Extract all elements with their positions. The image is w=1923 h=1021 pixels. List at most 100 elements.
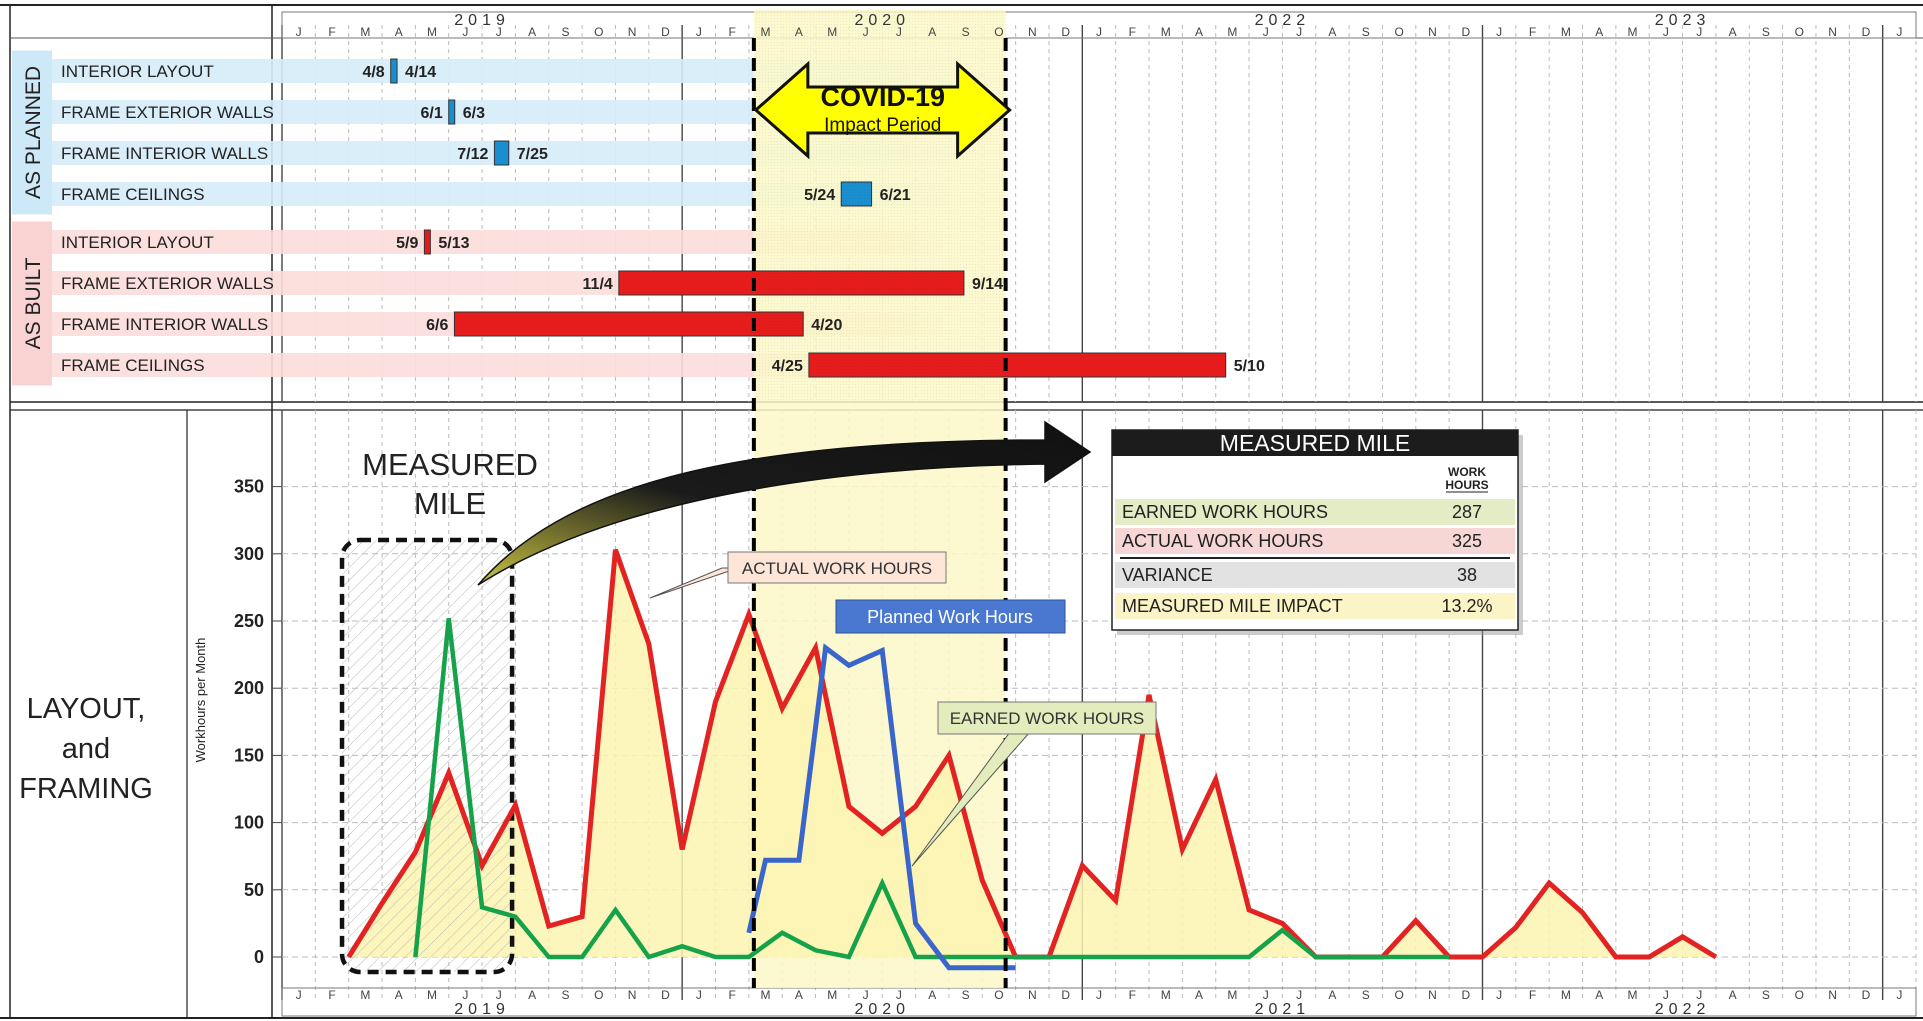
- month-letter: S: [962, 988, 970, 1002]
- month-letter: F: [1529, 988, 1536, 1002]
- month-letter: J: [1663, 25, 1669, 39]
- month-letter: A: [1729, 25, 1737, 39]
- month-letter: N: [1428, 988, 1437, 1002]
- bar-start-label: 4/8: [362, 64, 384, 81]
- covid-subtitle: Impact Period: [824, 115, 941, 136]
- month-letter: J: [1696, 988, 1702, 1002]
- top-axis-box: [281, 11, 1917, 39]
- actual-callout-box: [727, 551, 947, 584]
- month-letter: A: [395, 25, 403, 39]
- month-letter: J: [696, 988, 702, 1002]
- month-letter: A: [1328, 988, 1336, 1002]
- bar-end-label: 4/20: [811, 317, 842, 334]
- table-row-value: 325: [1452, 531, 1482, 551]
- month-letter: M: [1628, 25, 1638, 39]
- month-letter: J: [863, 988, 869, 1002]
- bar-end-label: 6/3: [463, 105, 485, 122]
- month-letter: D: [1061, 25, 1070, 39]
- month-letter: A: [795, 25, 803, 39]
- month-letter: J: [1663, 988, 1669, 1002]
- month-letter: F: [1529, 25, 1536, 39]
- bar-start-label: 6/1: [420, 105, 442, 122]
- table-row-value: 13.2%: [1441, 596, 1492, 616]
- earned-callout-text: EARNED WORK HOURS: [950, 709, 1145, 728]
- measured-mile-label: MILE: [414, 486, 486, 521]
- measured-mile-box: [339, 537, 515, 975]
- side-label: LAYOUT,: [27, 693, 146, 725]
- bar-start-label: 5/9: [396, 235, 418, 252]
- month-letter: N: [1828, 25, 1837, 39]
- y-tick-label: 50: [244, 880, 264, 900]
- bar-end-label: 5/10: [1234, 358, 1265, 375]
- month-letter: J: [462, 988, 468, 1002]
- month-letter: O: [994, 25, 1003, 39]
- y-tick-label: 250: [234, 611, 264, 631]
- gantt-bar: [390, 58, 398, 84]
- y-tick-label: 100: [234, 813, 264, 833]
- table-row-label: ACTUAL WORK HOURS: [1122, 531, 1323, 551]
- month-letter: O: [1394, 25, 1403, 39]
- month-letter: S: [561, 25, 569, 39]
- planned-callout-box: [835, 599, 1066, 634]
- covid-title: COVID-19: [820, 82, 945, 112]
- task-name: FRAME INTERIOR WALLS: [61, 315, 268, 334]
- month-letter: M: [427, 25, 437, 39]
- year-label: 2020: [854, 1001, 910, 1018]
- y-tick-label: 300: [234, 544, 264, 564]
- month-letter: M: [1161, 25, 1171, 39]
- table-title-bar: [1112, 430, 1518, 456]
- month-letter: J: [296, 25, 302, 39]
- month-letter: M: [1628, 988, 1638, 1002]
- month-letter: N: [628, 25, 637, 39]
- month-letter: D: [1862, 25, 1871, 39]
- year-label: 2022: [1655, 1001, 1711, 1018]
- measured-mile-label: MEASURED: [362, 447, 538, 482]
- table-row-value: 287: [1452, 502, 1482, 522]
- month-letter: J: [496, 988, 502, 1002]
- month-letter: A: [528, 988, 536, 1002]
- month-letter: N: [1028, 988, 1037, 1002]
- gantt-bar: [493, 140, 510, 166]
- task-name: FRAME EXTERIOR WALLS: [61, 274, 274, 293]
- month-letter: J: [896, 988, 902, 1002]
- covid-dot-overlay: [753, 10, 1006, 402]
- month-letter: M: [761, 988, 771, 1002]
- actual-callout-text: ACTUAL WORK HOURS: [742, 559, 932, 578]
- table-title: MEASURED MILE: [1220, 430, 1410, 456]
- month-letter: S: [962, 25, 970, 39]
- month-letter: D: [1061, 988, 1070, 1002]
- bar-end-label: 5/13: [438, 235, 469, 252]
- month-letter: J: [1096, 25, 1102, 39]
- table-row-value: 38: [1457, 565, 1477, 585]
- month-letter: M: [427, 988, 437, 1002]
- gantt-bar: [448, 99, 456, 125]
- y-tick-label: 200: [234, 678, 264, 698]
- month-letter: S: [1762, 988, 1770, 1002]
- month-letter: A: [528, 25, 536, 39]
- month-letter: A: [1195, 988, 1203, 1002]
- chart-overlay: [477, 38, 1523, 988]
- month-letter: M: [360, 988, 370, 1002]
- month-letter: F: [1129, 25, 1136, 39]
- month-letter: A: [1595, 25, 1603, 39]
- table-row-bg: [1115, 528, 1515, 554]
- year-label: 2020: [854, 12, 910, 29]
- month-letter: S: [1362, 988, 1370, 1002]
- month-letter: O: [1394, 988, 1403, 1002]
- month-letter: D: [661, 988, 670, 1002]
- month-letter: J: [496, 25, 502, 39]
- task-name: FRAME CEILINGS: [61, 185, 205, 204]
- gantt-bar: [453, 311, 804, 337]
- table-row-bg: [1115, 499, 1515, 525]
- month-letter: F: [1129, 988, 1136, 1002]
- year-label: 2023: [1655, 12, 1711, 29]
- table-row-label: VARIANCE: [1122, 565, 1213, 585]
- month-letter: O: [1795, 988, 1804, 1002]
- month-letter: N: [1028, 25, 1037, 39]
- earned-callout-box: [937, 701, 1157, 735]
- month-letter: J: [863, 25, 869, 39]
- task-name: FRAME INTERIOR WALLS: [61, 144, 268, 163]
- month-letter: J: [1096, 988, 1102, 1002]
- month-letter: S: [561, 988, 569, 1002]
